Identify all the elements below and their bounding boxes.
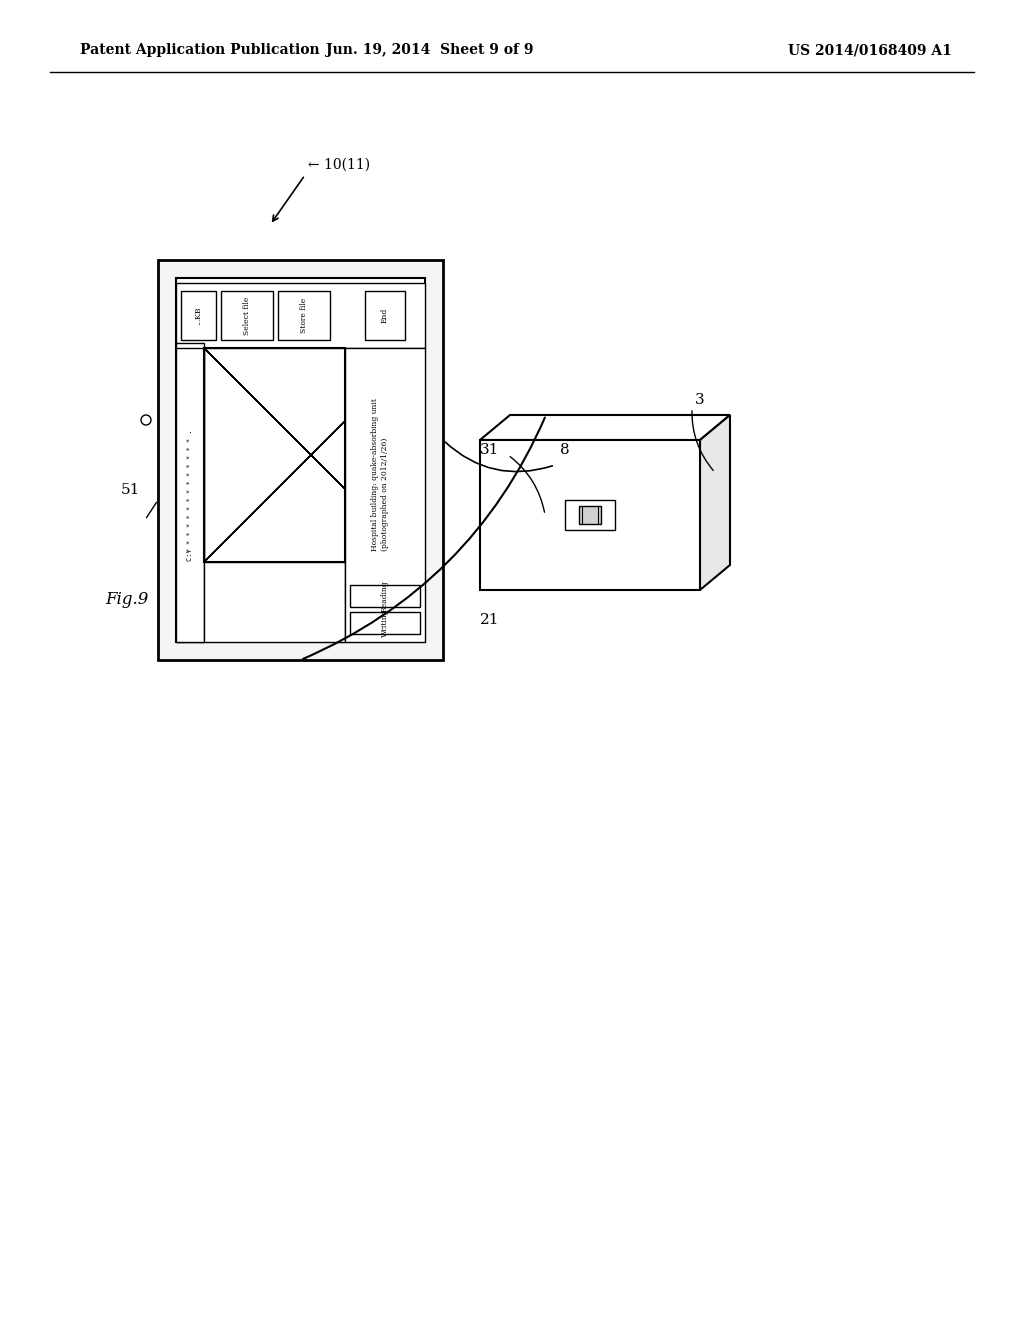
Bar: [565, 500, 615, 531]
Bar: [365, 290, 406, 341]
Text: 21: 21: [480, 612, 500, 627]
Text: Jun. 19, 2014  Sheet 9 of 9: Jun. 19, 2014 Sheet 9 of 9: [327, 44, 534, 57]
Text: Hospital building: quake-absorbing unit
(photographed on 2012/1/26): Hospital building: quake-absorbing unit …: [372, 399, 388, 552]
Bar: [579, 506, 601, 524]
Bar: [480, 440, 700, 590]
Text: ← 10(11): ← 10(11): [308, 158, 370, 172]
Bar: [176, 282, 425, 348]
Bar: [176, 348, 204, 642]
Text: Reading: Reading: [381, 579, 389, 612]
Bar: [350, 612, 420, 634]
Text: C:¥ * * * * * * * * * * * * * .: C:¥ * * * * * * * * * * * * * .: [187, 429, 193, 561]
Circle shape: [141, 414, 151, 425]
Text: End: End: [381, 308, 389, 323]
Bar: [158, 260, 443, 660]
Text: ...KB: ...KB: [195, 306, 203, 325]
Polygon shape: [545, 483, 635, 548]
Text: 31: 31: [480, 444, 500, 457]
Bar: [345, 348, 425, 642]
Text: Store file: Store file: [300, 298, 308, 333]
Text: 3: 3: [695, 393, 705, 407]
Bar: [221, 290, 273, 341]
Bar: [204, 348, 345, 562]
Bar: [181, 290, 216, 341]
Polygon shape: [480, 414, 730, 440]
Bar: [204, 348, 345, 562]
Bar: [350, 585, 420, 607]
Polygon shape: [700, 414, 730, 590]
Text: Select file: Select file: [243, 296, 251, 335]
Text: Fig.9: Fig.9: [105, 591, 148, 609]
Text: Patent Application Publication: Patent Application Publication: [80, 44, 319, 57]
Text: 51: 51: [120, 483, 139, 498]
Bar: [204, 562, 345, 642]
Bar: [176, 343, 204, 642]
Text: 8: 8: [560, 444, 569, 457]
Bar: [176, 279, 425, 642]
Text: Writing: Writing: [381, 609, 389, 638]
Bar: [278, 290, 330, 341]
Text: US 2014/0168409 A1: US 2014/0168409 A1: [788, 44, 952, 57]
